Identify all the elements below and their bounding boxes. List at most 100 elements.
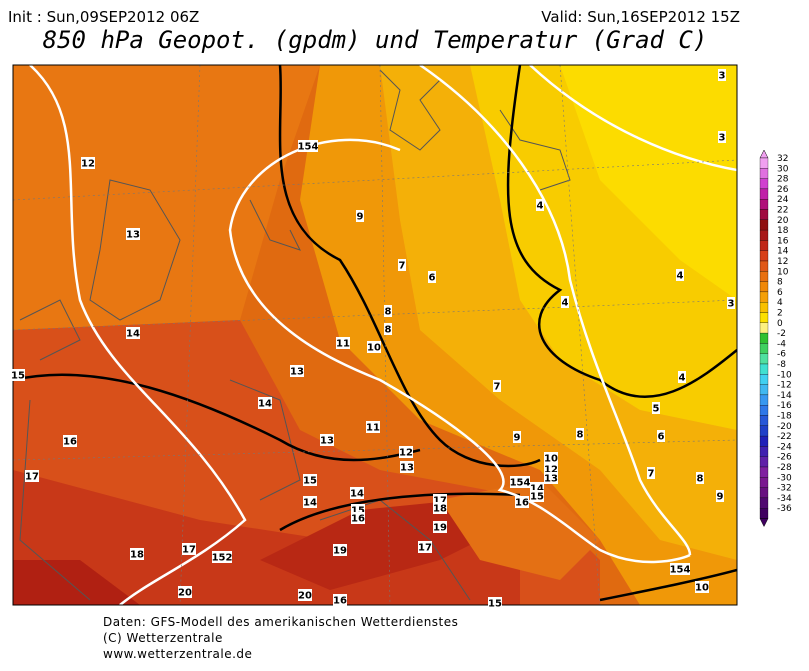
contour-label: 13 (320, 436, 334, 447)
scale-swatch (759, 271, 769, 282)
scale-label: 0 (777, 319, 783, 329)
contour-label: 14 (126, 329, 140, 340)
scale-swatch (759, 209, 769, 220)
contour-label: 4 (677, 271, 684, 282)
label-box (657, 430, 665, 442)
contour-label: 8 (577, 430, 584, 441)
scale-label: -18 (777, 412, 792, 422)
scale-label: 2 (777, 309, 783, 319)
contour-label: 14 (530, 484, 544, 495)
scale-swatch (759, 250, 769, 262)
footer-line: Daten: GFS-Modell des amerikanischen Wet… (103, 615, 458, 629)
scale-label: -32 (777, 484, 792, 494)
label-box (647, 467, 655, 479)
label-box (384, 305, 392, 317)
label-box (428, 271, 436, 283)
scale-label: 12 (777, 257, 788, 267)
contour-label: 15 (11, 371, 25, 382)
scale-swatch (759, 281, 769, 293)
contour-label: 8 (385, 307, 392, 318)
contour-label: 17 (182, 545, 196, 556)
scale-label: 8 (777, 278, 783, 288)
scale-label: -28 (777, 463, 792, 473)
label-box (493, 380, 501, 392)
scale-label: 26 (777, 185, 789, 195)
label-box (298, 589, 312, 601)
contour-label: 154 (670, 565, 691, 576)
label-box (716, 490, 724, 502)
contour-label: 12 (399, 448, 413, 459)
label-box (652, 402, 660, 414)
scale-swatch (759, 178, 769, 190)
label-box (258, 397, 272, 409)
label-box (126, 327, 140, 339)
label-box (367, 341, 381, 353)
label-box (81, 157, 95, 169)
init-time: Init : Sun,09SEP2012 06Z (8, 8, 199, 26)
scale-swatch (759, 456, 769, 468)
label-box (400, 461, 414, 473)
label-box (696, 472, 704, 484)
map-title: 850 hPa Geopot. (gpdm) und Temperatur (G… (43, 26, 708, 54)
contour-label: 11 (366, 423, 380, 434)
scale-swatch (759, 394, 769, 406)
contour-label: 16 (333, 596, 347, 607)
footer-line: (C) Wetterzentrale (103, 631, 223, 645)
label-box (398, 259, 406, 271)
contour-label: 14 (303, 498, 317, 509)
contour-label: 14 (258, 399, 272, 410)
contour-label: 13 (400, 463, 414, 474)
scale-swatch (759, 332, 769, 344)
label-box (727, 297, 735, 309)
contour-label: 6 (429, 273, 436, 284)
scale-label: 30 (777, 164, 789, 174)
label-box (336, 337, 350, 349)
contour-label: 4 (562, 298, 569, 309)
label-box (718, 69, 726, 81)
scale-swatch (759, 508, 769, 519)
label-box (178, 586, 192, 598)
label-box (350, 487, 364, 499)
label-box (298, 140, 318, 152)
contour-label: 15 (488, 599, 502, 610)
scale-swatch (759, 199, 769, 210)
contour-label: 7 (648, 469, 655, 480)
label-box (513, 431, 521, 443)
label-box (290, 365, 304, 377)
scale-swatch (759, 188, 769, 200)
scale-swatch (759, 477, 769, 488)
scale-label: -14 (777, 391, 792, 401)
contour-label: 18 (130, 550, 144, 561)
scale-swatch (759, 466, 769, 478)
contour-label: 3 (719, 71, 726, 82)
contour-label: 3 (728, 299, 735, 310)
contour-label: 152 (212, 553, 233, 564)
scale-swatch (759, 343, 769, 354)
label-box (399, 446, 413, 458)
label-box (333, 594, 347, 606)
label-box (576, 428, 584, 440)
scale-cap (759, 149, 769, 159)
scale-swatch (759, 446, 769, 457)
contour-label: 15 (530, 492, 544, 503)
contour-label: 7 (494, 382, 501, 393)
scale-swatch (759, 353, 769, 365)
scale-label: -6 (777, 350, 786, 360)
scale-swatch (759, 240, 769, 251)
scale-label: 24 (777, 195, 789, 205)
label-box (544, 472, 558, 484)
contour-label: 11 (336, 339, 350, 350)
label-box (488, 597, 502, 609)
scale-swatch (759, 405, 769, 416)
scale-label: 20 (777, 216, 789, 226)
scale-label: 10 (777, 267, 789, 277)
contour-label: 6 (658, 432, 665, 443)
label-box (418, 541, 432, 553)
contour-label: 15 (351, 506, 365, 517)
contour-label: 4 (537, 201, 544, 212)
footer: Daten: GFS-Modell des amerikanischen Wet… (103, 615, 458, 661)
scale-swatch (759, 435, 769, 447)
contour-label: 4 (679, 373, 686, 384)
scale-label: -34 (777, 494, 792, 504)
contour-label: 12 (544, 465, 558, 476)
